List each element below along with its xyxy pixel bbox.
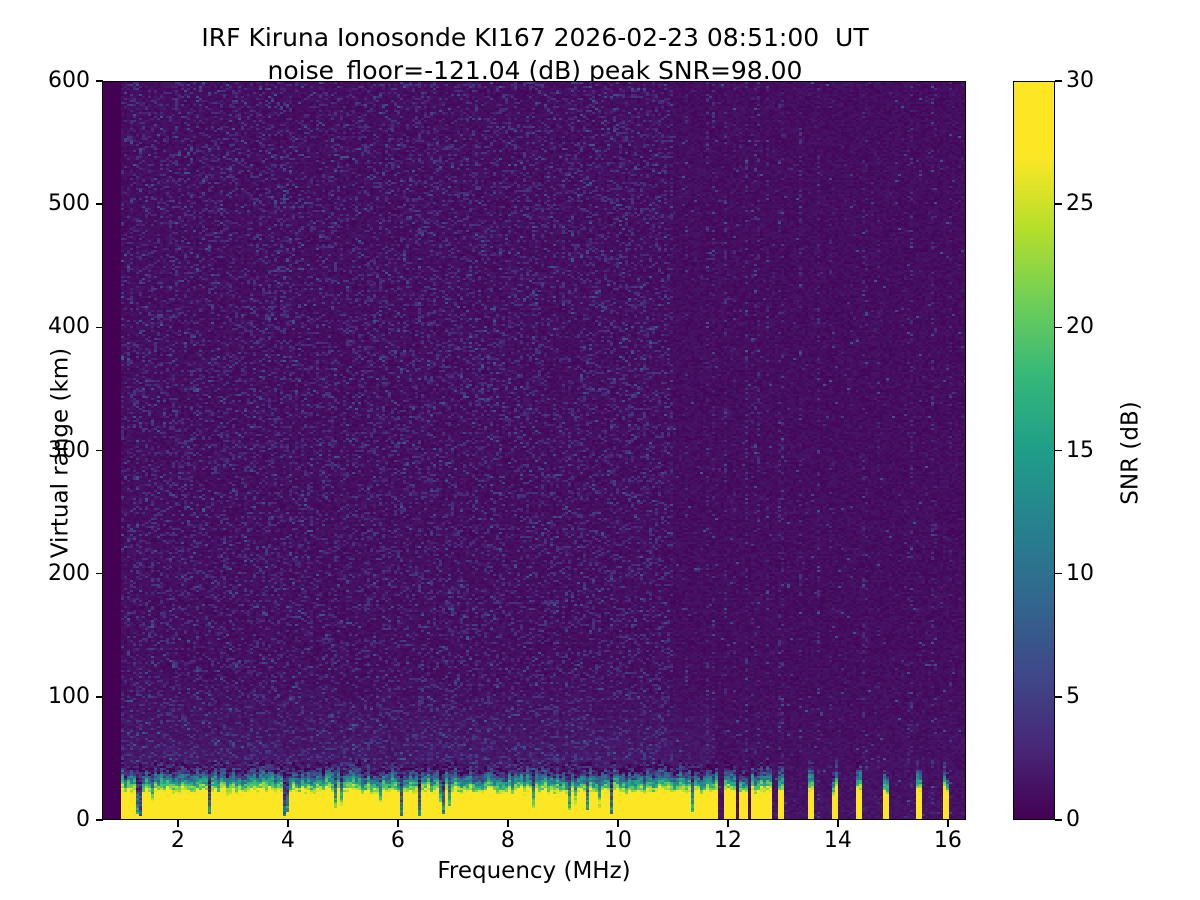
colorbar-tick-label: 0 — [1066, 807, 1080, 832]
x-tick-mark — [727, 820, 729, 827]
colorbar-tick-label: 20 — [1066, 314, 1094, 340]
colorbar-label: SNR (dB) — [1117, 401, 1144, 505]
y-tick-mark — [96, 80, 103, 82]
y-tick-mark — [96, 572, 103, 575]
colorbar-tick-mark — [1055, 696, 1062, 698]
x-axis-label: Frequency (MHz) — [437, 858, 631, 884]
y-tick-label: 0 — [76, 807, 90, 832]
colorbar-tick-mark — [1055, 449, 1062, 452]
colorbar-tick-label: 5 — [1066, 683, 1080, 709]
colorbar-tick-mark — [1055, 819, 1062, 821]
x-tick-mark — [397, 820, 399, 827]
ionogram-plot-area — [102, 81, 966, 820]
title-line-2: noise_floor=-121.04 (dB) peak SNR=98.00 — [267, 55, 803, 85]
colorbar-tick-label: 10 — [1066, 560, 1094, 586]
title-line-1: IRF Kiruna Ionosonde KI167 2026-02-23 08… — [201, 23, 869, 52]
y-tick-label: 200 — [48, 560, 90, 586]
y-tick-label: 500 — [48, 191, 90, 217]
y-tick-label: 300 — [48, 437, 90, 463]
x-tick-mark — [287, 820, 289, 827]
y-tick-mark — [96, 449, 103, 452]
x-tick-label: 10 — [603, 828, 632, 853]
y-tick-mark — [96, 203, 103, 205]
colorbar-gradient — [1014, 82, 1054, 819]
colorbar-tick-label: 15 — [1066, 437, 1094, 463]
x-tick-label: 6 — [390, 828, 405, 853]
x-tick-mark — [947, 820, 949, 827]
y-tick-mark — [96, 326, 103, 329]
ionogram-heatmap — [103, 82, 965, 819]
x-tick-mark — [837, 820, 839, 827]
x-tick-label: 4 — [280, 828, 295, 853]
colorbar-tick-mark — [1055, 326, 1062, 329]
colorbar-tick-mark — [1055, 572, 1062, 575]
colorbar — [1013, 81, 1055, 820]
x-tick-label: 2 — [170, 828, 185, 853]
x-tick-label: 12 — [713, 828, 742, 853]
colorbar-tick-mark — [1055, 203, 1062, 205]
x-tick-mark — [177, 820, 179, 827]
colorbar-tick-mark — [1055, 80, 1062, 82]
colorbar-tick-label: 30 — [1066, 68, 1094, 93]
y-axis-label: Virtual range (km) — [47, 347, 74, 559]
y-tick-label: 400 — [48, 314, 90, 340]
x-tick-label: 8 — [500, 828, 515, 853]
x-tick-label: 16 — [933, 828, 962, 853]
colorbar-tick-label: 25 — [1066, 191, 1094, 217]
y-tick-mark — [96, 819, 103, 821]
x-tick-mark — [617, 820, 619, 827]
figure-title: IRF Kiruna Ionosonde KI167 2026-02-23 08… — [0, 22, 1070, 87]
y-tick-label: 600 — [48, 68, 90, 93]
x-tick-label: 14 — [823, 828, 852, 853]
x-tick-mark — [507, 820, 509, 827]
y-tick-mark — [96, 696, 103, 698]
y-tick-label: 100 — [48, 683, 90, 709]
